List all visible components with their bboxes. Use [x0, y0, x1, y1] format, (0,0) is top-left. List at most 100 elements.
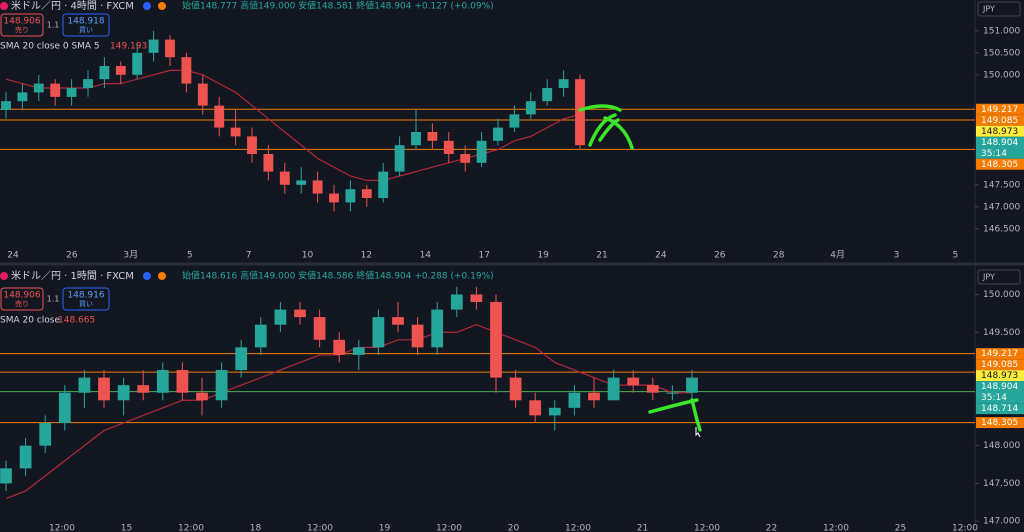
- x-tick-label: 3月: [123, 250, 138, 261]
- status-dot: [158, 2, 166, 10]
- price-badge: [976, 103, 1024, 115]
- candle-body: [392, 317, 404, 325]
- sell-button[interactable]: [0, 287, 44, 311]
- price-badge: [976, 417, 1024, 429]
- x-tick-label: 12:00: [823, 524, 849, 532]
- candle-body: [148, 39, 159, 53]
- currency-button[interactable]: [977, 269, 1021, 285]
- x-tick-label: 18: [250, 524, 262, 532]
- x-tick-label: 21: [637, 524, 648, 532]
- candle-body: [294, 309, 306, 318]
- currency-button[interactable]: [977, 1, 1021, 17]
- sell-label: 売り: [15, 25, 29, 34]
- buy-button[interactable]: [62, 13, 110, 37]
- y-tick-label: 150.000: [983, 290, 1020, 300]
- candle-body: [333, 339, 346, 355]
- x-tick-label: 12:00: [694, 524, 720, 532]
- candle-body: [0, 468, 12, 484]
- symbol-icon: [0, 2, 8, 10]
- candle-body: [542, 88, 553, 102]
- price-badge: [976, 136, 1024, 159]
- x-tick-label: 3: [894, 251, 900, 261]
- x-tick-label: 25: [895, 524, 906, 532]
- candle-body: [525, 101, 536, 115]
- candle-body: [156, 370, 169, 393]
- sell-button[interactable]: [0, 13, 44, 37]
- status-dot: [143, 272, 151, 280]
- candle-body: [66, 88, 77, 97]
- candle-body: [1, 101, 11, 110]
- sell-label: 売り: [15, 299, 29, 308]
- candle-body: [214, 105, 225, 128]
- indicator-label: SMA 20 close 0 SMA 5: [0, 42, 100, 52]
- candle-body: [197, 83, 208, 106]
- x-tick-label: 28: [773, 251, 785, 261]
- x-tick-label: 12:00: [565, 524, 591, 532]
- price-badge-label: 148.973: [981, 127, 1018, 137]
- cursor: [695, 427, 701, 438]
- price-badge: [976, 114, 1024, 126]
- price-badge-label: 148.305: [981, 160, 1018, 170]
- price-badge: [976, 403, 1024, 415]
- buy-label: 買い: [79, 26, 93, 34]
- y-tick-label: 151.000: [983, 26, 1020, 36]
- candle-body: [411, 324, 424, 348]
- price-badge-label: 148.904: [981, 138, 1018, 148]
- currency: JPY: [982, 273, 995, 282]
- x-tick-label: 26: [66, 251, 78, 261]
- candle-body: [607, 377, 620, 401]
- price-badge: [976, 158, 1024, 170]
- price-badge: [976, 381, 1024, 404]
- x-tick-label: 5: [187, 251, 193, 261]
- status-dot: [158, 272, 166, 280]
- candle-body: [181, 57, 192, 84]
- panel-1h: 150.000 149.500 148.000 147.500 147.000 149.2…: [0, 269, 1024, 532]
- candle-body: [132, 52, 143, 75]
- candle-body: [254, 324, 267, 348]
- x-tick-label: 24: [655, 251, 667, 261]
- candle-body: [345, 189, 356, 203]
- price-badge-label: 149.217: [981, 105, 1018, 115]
- candle-body: [17, 92, 28, 102]
- candle-body: [115, 66, 126, 75]
- y-tick-label: 147.500: [983, 479, 1020, 489]
- candle-body: [230, 127, 241, 137]
- candle-body: [443, 140, 454, 154]
- currency: JPY: [982, 5, 995, 14]
- price-badge-label: 148.904: [981, 382, 1018, 392]
- candle-body: [450, 294, 463, 310]
- buy-label: 買い: [79, 300, 93, 308]
- hand-drawn-arrow: [578, 104, 634, 150]
- candle-body: [568, 392, 581, 408]
- x-tick-label: 22: [766, 524, 777, 532]
- candle-body: [58, 392, 71, 423]
- spread: 1.1: [47, 21, 60, 30]
- candle-body: [247, 136, 257, 154]
- x-tick-label: 24: [7, 251, 19, 261]
- buy-button[interactable]: [62, 287, 110, 311]
- candle-body: [50, 83, 61, 97]
- y-tick-label: 150.000: [983, 70, 1020, 80]
- candle-body: [99, 66, 110, 80]
- x-tick-label: 12:00: [952, 524, 978, 532]
- candle-body: [490, 302, 502, 378]
- panel-4h: 151.000150.500150.000148.000147.500147.0…: [0, 0, 1024, 261]
- candle-body: [411, 132, 421, 146]
- y-tick-label: 149.500: [983, 328, 1020, 338]
- x-tick-label: 10: [302, 251, 314, 261]
- candle-body: [83, 79, 93, 88]
- sma-line: [5, 324, 692, 500]
- price-badge-label: 148.973: [981, 371, 1018, 381]
- ohlc-readout: 始値148.616 高値149.000 安値148.586 終値148.904 …: [182, 270, 494, 282]
- x-tick-label: 12:00: [178, 524, 204, 532]
- candle-body: [274, 309, 287, 325]
- symbol-title: 米ドル／円 · 4時間 · FXCM: [11, 0, 134, 12]
- price-badge-label: 149.217: [981, 349, 1018, 359]
- candle-body: [165, 39, 175, 58]
- buy-price: 148.916: [67, 291, 104, 301]
- candle-body: [329, 193, 339, 203]
- price-badge-label: 148.305: [981, 418, 1018, 428]
- candle-body: [372, 317, 385, 348]
- candle-body: [666, 392, 679, 394]
- spread: 1.1: [47, 295, 60, 304]
